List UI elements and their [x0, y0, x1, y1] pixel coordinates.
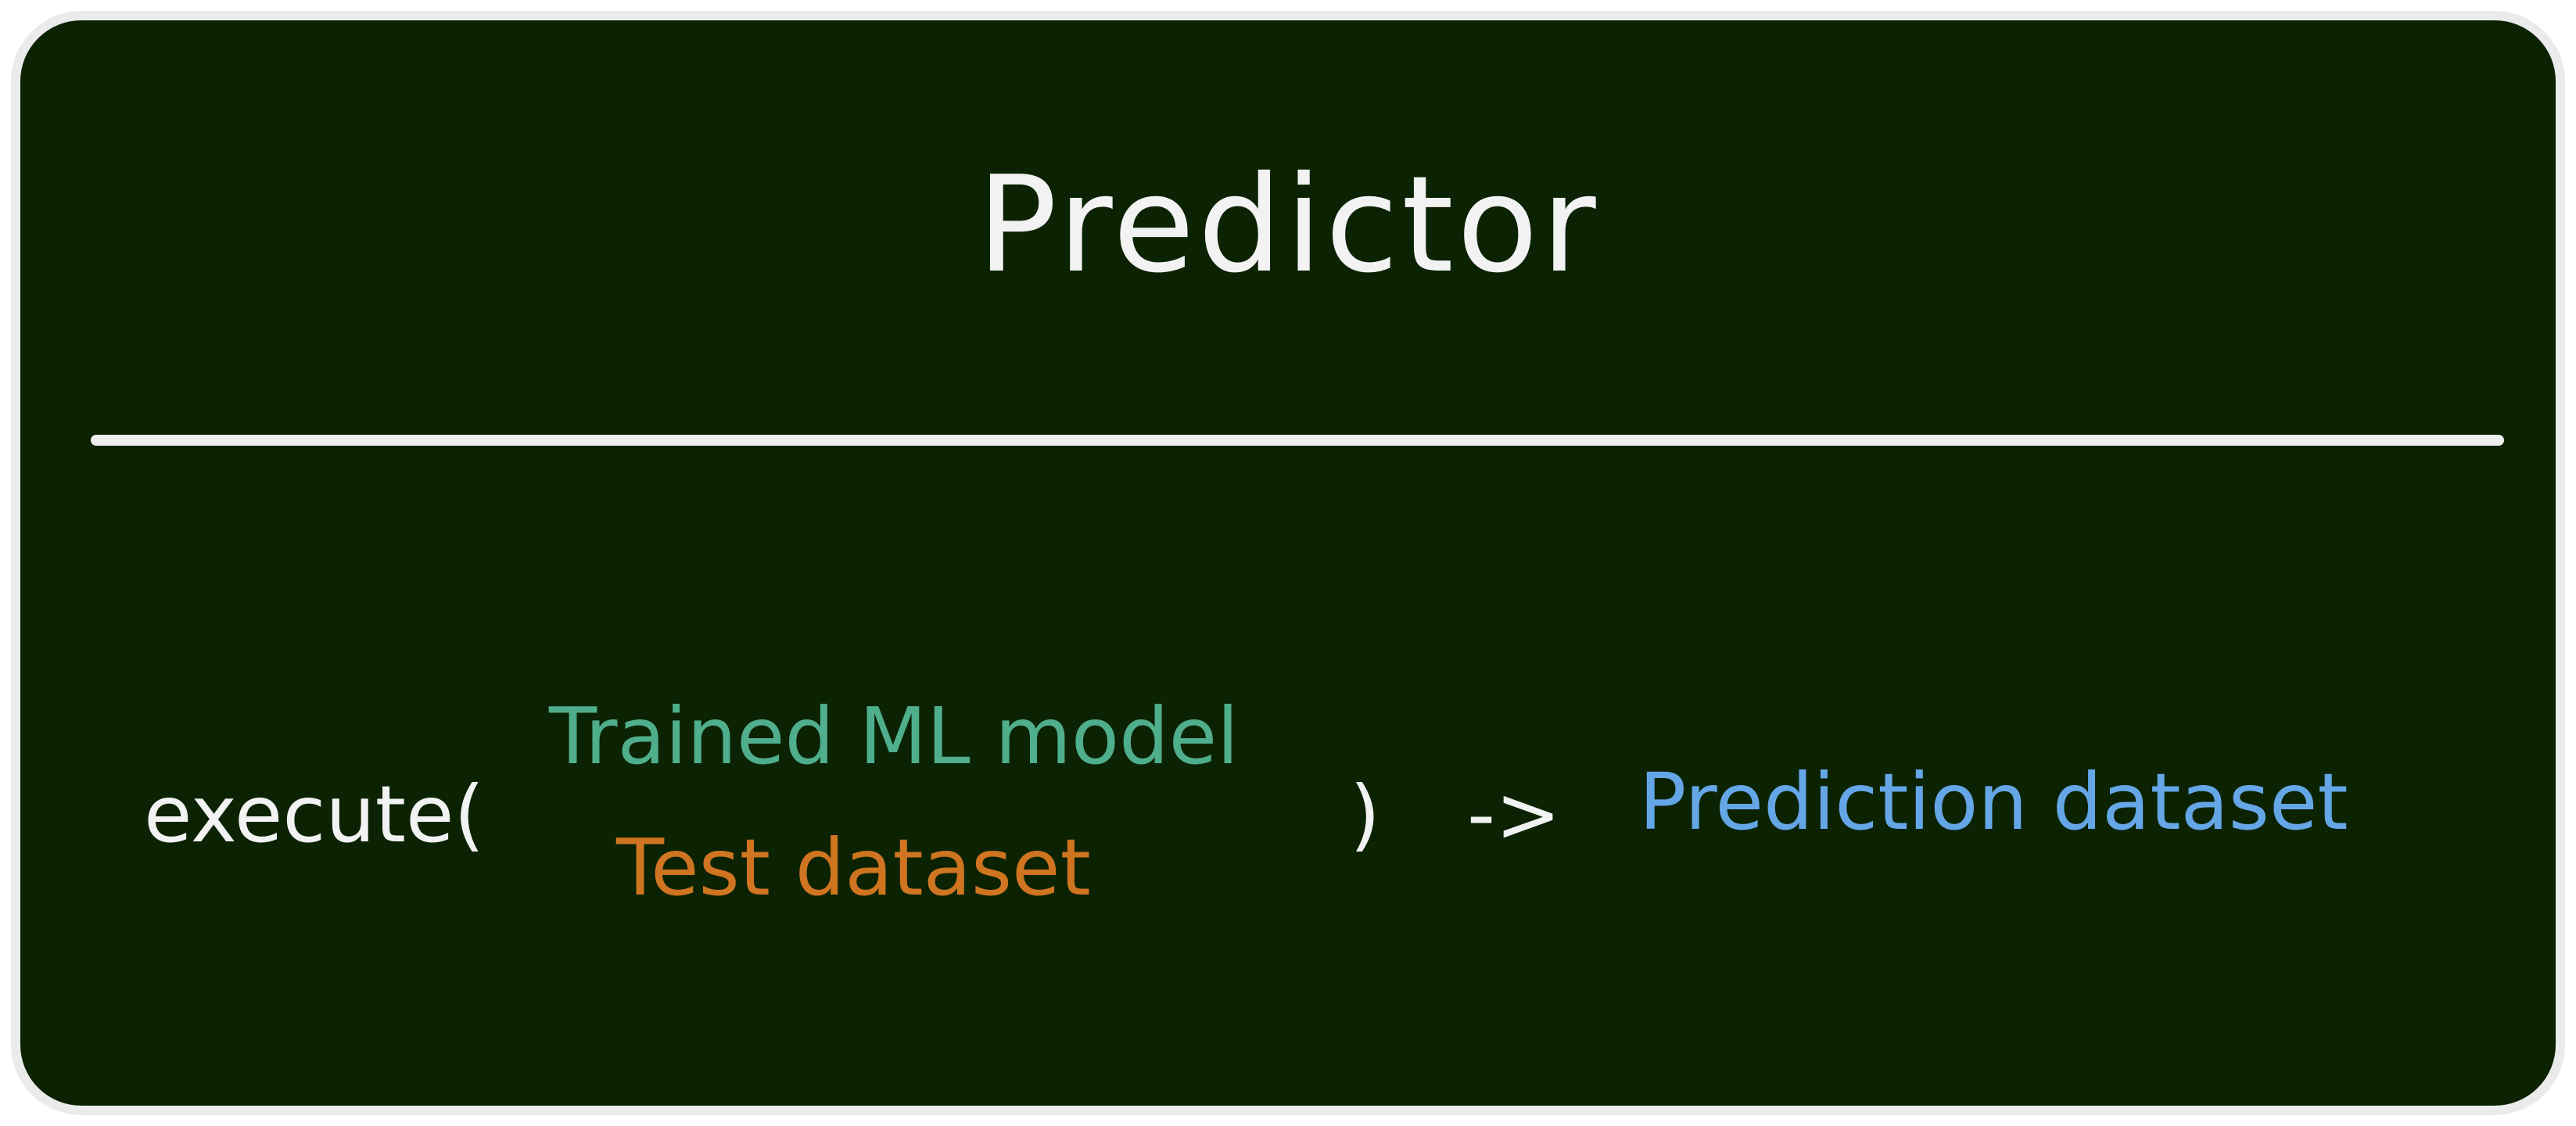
arrow-icon: -> — [1467, 769, 1561, 860]
input-trained-model: Trained ML model — [549, 690, 1239, 782]
execute-open: execute( — [144, 769, 485, 860]
execute-close: ) — [1350, 769, 1381, 860]
predictor-card: Predictor execute( Trained ML model Test… — [11, 11, 2565, 1115]
title-divider — [91, 435, 2504, 446]
output-prediction-dataset: Prediction dataset — [1639, 756, 2348, 848]
card-title: Predictor — [977, 148, 1599, 303]
input-test-dataset: Test dataset — [616, 822, 1091, 913]
